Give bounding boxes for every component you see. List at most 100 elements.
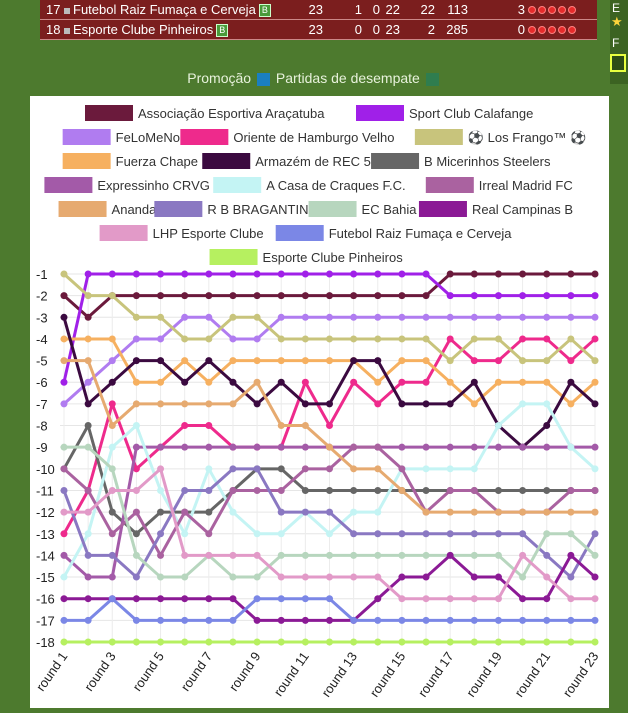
data-point bbox=[350, 378, 358, 386]
data-point bbox=[253, 530, 261, 538]
legend-label: Armazém de REC 5 bbox=[255, 154, 371, 169]
cell-pts: 23 bbox=[308, 2, 323, 17]
table-row[interactable]: 17 Futebol Raiz Fumaça e Cerveja B 23 1 0 22 22… bbox=[40, 0, 597, 20]
cell-team[interactable]: Esporte Clube Pinheiros B bbox=[62, 22, 229, 38]
data-point bbox=[277, 335, 285, 343]
data-point bbox=[543, 595, 551, 603]
data-point bbox=[157, 508, 165, 516]
side-letter-mid: F bbox=[612, 36, 620, 50]
data-point bbox=[446, 638, 454, 646]
form-dot bbox=[558, 6, 566, 14]
data-point bbox=[132, 638, 140, 646]
data-point bbox=[181, 616, 189, 624]
data-point bbox=[84, 638, 92, 646]
team-badge: B bbox=[258, 4, 271, 18]
data-point bbox=[157, 292, 165, 300]
y-tick-label: -3 bbox=[36, 310, 48, 325]
data-point bbox=[205, 422, 213, 430]
data-point bbox=[591, 443, 599, 451]
legend-swatch bbox=[44, 177, 93, 193]
cell-gf: 22 bbox=[420, 2, 435, 17]
legend-label: B Micerinhos Steelers bbox=[424, 154, 551, 169]
data-point bbox=[60, 486, 68, 494]
data-point bbox=[422, 270, 430, 278]
data-point bbox=[494, 378, 502, 386]
side-panel: E ★ F bbox=[610, 0, 628, 84]
data-point bbox=[108, 378, 116, 386]
data-point bbox=[494, 443, 502, 451]
x-tick-label: round 19 bbox=[463, 649, 505, 700]
data-point bbox=[205, 357, 213, 365]
data-point bbox=[470, 616, 478, 624]
y-tick-label: -9 bbox=[36, 440, 48, 455]
data-point bbox=[132, 486, 140, 494]
data-point bbox=[277, 638, 285, 646]
data-point bbox=[301, 443, 309, 451]
side-box[interactable] bbox=[610, 54, 626, 72]
side-letter-top: E bbox=[612, 1, 621, 15]
data-point bbox=[84, 313, 92, 321]
data-point bbox=[84, 573, 92, 581]
data-point bbox=[181, 573, 189, 581]
data-point bbox=[157, 400, 165, 408]
data-point bbox=[494, 270, 502, 278]
data-point bbox=[181, 638, 189, 646]
data-point bbox=[470, 378, 478, 386]
legend-label: Oriente de Hamburgo Velho bbox=[233, 130, 394, 145]
data-point bbox=[591, 400, 599, 408]
data-point bbox=[181, 595, 189, 603]
data-point bbox=[277, 270, 285, 278]
data-point bbox=[108, 465, 116, 473]
data-point bbox=[108, 400, 116, 408]
cell-pos: 17 bbox=[46, 2, 61, 17]
cell-team[interactable]: Futebol Raiz Fumaça e Cerveja B bbox=[62, 2, 271, 18]
data-point bbox=[301, 573, 309, 581]
data-point bbox=[60, 595, 68, 603]
data-point bbox=[470, 638, 478, 646]
data-point bbox=[132, 292, 140, 300]
y-tick-label: -12 bbox=[36, 505, 55, 520]
cell-diff: 0 bbox=[517, 22, 525, 37]
table-row[interactable]: 18 Esporte Clube Pinheiros B 23 0 0 23 2 285 0 bbox=[40, 20, 597, 40]
data-point bbox=[277, 465, 285, 473]
y-tick-label: -16 bbox=[36, 592, 55, 607]
data-point bbox=[84, 551, 92, 559]
data-point bbox=[567, 313, 575, 321]
x-tick-label: round 9 bbox=[226, 649, 264, 694]
data-point bbox=[277, 551, 285, 559]
data-point bbox=[374, 400, 382, 408]
data-point bbox=[567, 400, 575, 408]
data-point bbox=[253, 357, 261, 365]
data-point bbox=[446, 530, 454, 538]
data-point bbox=[84, 443, 92, 451]
data-point bbox=[253, 638, 261, 646]
data-point bbox=[253, 616, 261, 624]
data-point bbox=[470, 335, 478, 343]
data-point bbox=[205, 616, 213, 624]
data-point bbox=[374, 551, 382, 559]
data-point bbox=[60, 465, 68, 473]
data-point bbox=[277, 357, 285, 365]
data-point bbox=[567, 335, 575, 343]
data-point bbox=[60, 573, 68, 581]
data-point bbox=[84, 378, 92, 386]
data-point bbox=[205, 595, 213, 603]
data-point bbox=[277, 595, 285, 603]
cell-w: 0 bbox=[354, 22, 362, 37]
data-point bbox=[543, 292, 551, 300]
data-point bbox=[229, 357, 237, 365]
data-point bbox=[301, 486, 309, 494]
y-tick-label: -18 bbox=[36, 635, 55, 650]
data-point bbox=[543, 335, 551, 343]
y-tick-label: -6 bbox=[36, 375, 48, 390]
data-point bbox=[470, 465, 478, 473]
data-point bbox=[350, 551, 358, 559]
data-point bbox=[277, 313, 285, 321]
data-point bbox=[157, 616, 165, 624]
series-11 bbox=[60, 357, 599, 516]
data-point bbox=[181, 400, 189, 408]
form-dots bbox=[528, 2, 578, 17]
data-point bbox=[543, 422, 551, 430]
data-point bbox=[543, 378, 551, 386]
data-point bbox=[422, 313, 430, 321]
